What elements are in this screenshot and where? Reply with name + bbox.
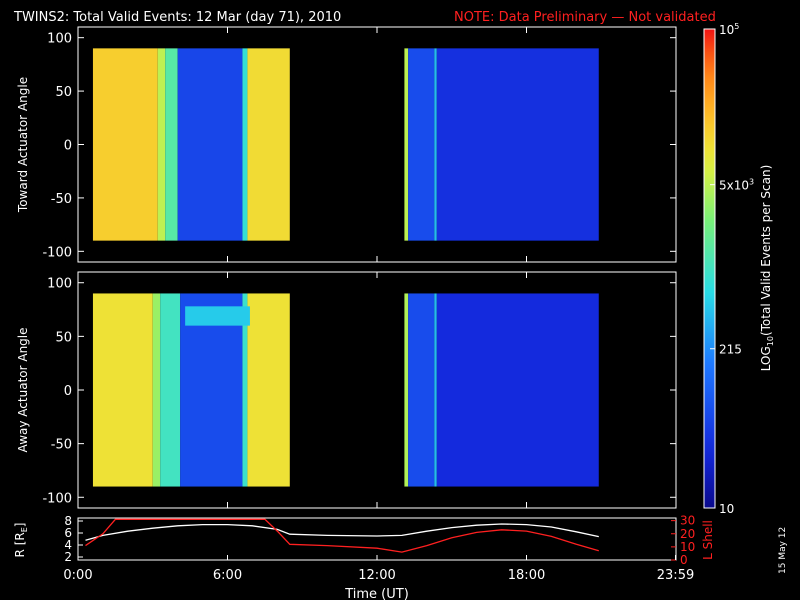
colorbar-tick-label: 5x103 [719, 178, 754, 193]
heatmap-cell [242, 293, 248, 487]
panel-frame [77, 517, 677, 561]
y-axis-label-radius: R [RE] [13, 523, 29, 558]
y-axis-label: Away Actuator Angle [16, 327, 30, 452]
y-tick-label-right: 20 [680, 527, 695, 541]
colorbar-label: LOG10(Total Valid Events per Scan) [759, 165, 775, 372]
heatmap-cell [247, 48, 290, 241]
y-tick-label: 8 [64, 514, 72, 528]
heatmap-cell [436, 48, 599, 241]
lshell-line [85, 518, 599, 553]
heatmap-cell [160, 293, 181, 487]
colorbar-label-rest: (Total Valid Events per Scan) [759, 165, 773, 336]
y-tick-label: -50 [51, 438, 72, 453]
y-tick-label: 100 [47, 277, 72, 292]
y-tick-label-right: 30 [680, 514, 695, 528]
y-tick-label: 50 [55, 85, 72, 100]
y-tick-label-right: 10 [680, 540, 695, 554]
x-tick-label: 0:00 [63, 568, 92, 583]
heatmap-cell [404, 293, 409, 487]
y-axis-label-subscript: E [20, 527, 29, 532]
heatmap-cell [165, 48, 178, 241]
heatmap-cell [408, 48, 435, 241]
y-tick-label: 6 [64, 526, 72, 540]
heatmap-band [185, 306, 250, 326]
x-tick-label: 23:59 [657, 568, 694, 583]
colorbar-tick-label: 105 [719, 22, 739, 37]
colorbar-label-sub: 10 [766, 336, 775, 346]
y-tick-label-right: 0 [680, 553, 688, 567]
heatmap-cell [434, 48, 437, 241]
colorbar-tick-label: 10 [719, 502, 734, 516]
y-axis-label-lshell: L Shell [701, 520, 715, 560]
x-tick-label: 6:00 [213, 568, 242, 583]
heatmap-cell [177, 48, 243, 241]
colorbar-tick-label: 215 [719, 343, 742, 357]
radius-line [85, 523, 599, 541]
heatmap-panel-middle: 100 50 0 -50 -100 Away Actuator Angle [16, 271, 677, 509]
y-tick-label: 4 [64, 538, 72, 552]
heatmap-cell [180, 293, 243, 487]
figure-title: TWINS2: Total Valid Events: 12 Mar (day … [13, 10, 341, 25]
heatmap-cell [247, 293, 290, 487]
y-tick-label: 0 [64, 384, 72, 399]
y-tick-label: -50 [51, 192, 72, 207]
colorbar-tick-sup: 3 [749, 178, 754, 187]
preliminary-note: NOTE: Data Preliminary — Not validated [454, 10, 716, 25]
y-tick-label: 2 [64, 550, 72, 564]
x-axis-label: Time (UT) [344, 587, 409, 600]
heatmap-cell [152, 293, 161, 487]
y-axis-label-end: ] [13, 523, 27, 528]
heatmap-cell [434, 293, 437, 487]
y-tick-label: 100 [47, 32, 72, 47]
date-stamp: 15 May 12 [778, 526, 788, 574]
heatmap-cell [157, 48, 166, 241]
heatmap-cell [408, 293, 435, 487]
y-tick-label: -100 [42, 245, 72, 260]
heatmap-cell [436, 293, 599, 487]
y-tick-label: 0 [64, 139, 72, 154]
heatmap-cell [404, 48, 409, 241]
colorbar-tick-sup: 5 [734, 22, 739, 31]
heatmap-cell [92, 293, 153, 487]
x-tick-label: 12:00 [358, 568, 395, 583]
heatmap-panel-top: 100 50 0 -50 -100 Toward Actuator Angle [16, 26, 677, 263]
heatmap-cell [242, 48, 248, 241]
y-tick-label: -100 [42, 491, 72, 506]
y-axis-label: Toward Actuator Angle [16, 77, 30, 213]
date-stamp-wrap: 15 May 12 [778, 527, 792, 588]
y-tick-label: 50 [55, 330, 72, 345]
x-tick-label: 18:00 [508, 568, 545, 583]
colorbar-strip [703, 28, 716, 509]
heatmap-cell [92, 48, 158, 241]
